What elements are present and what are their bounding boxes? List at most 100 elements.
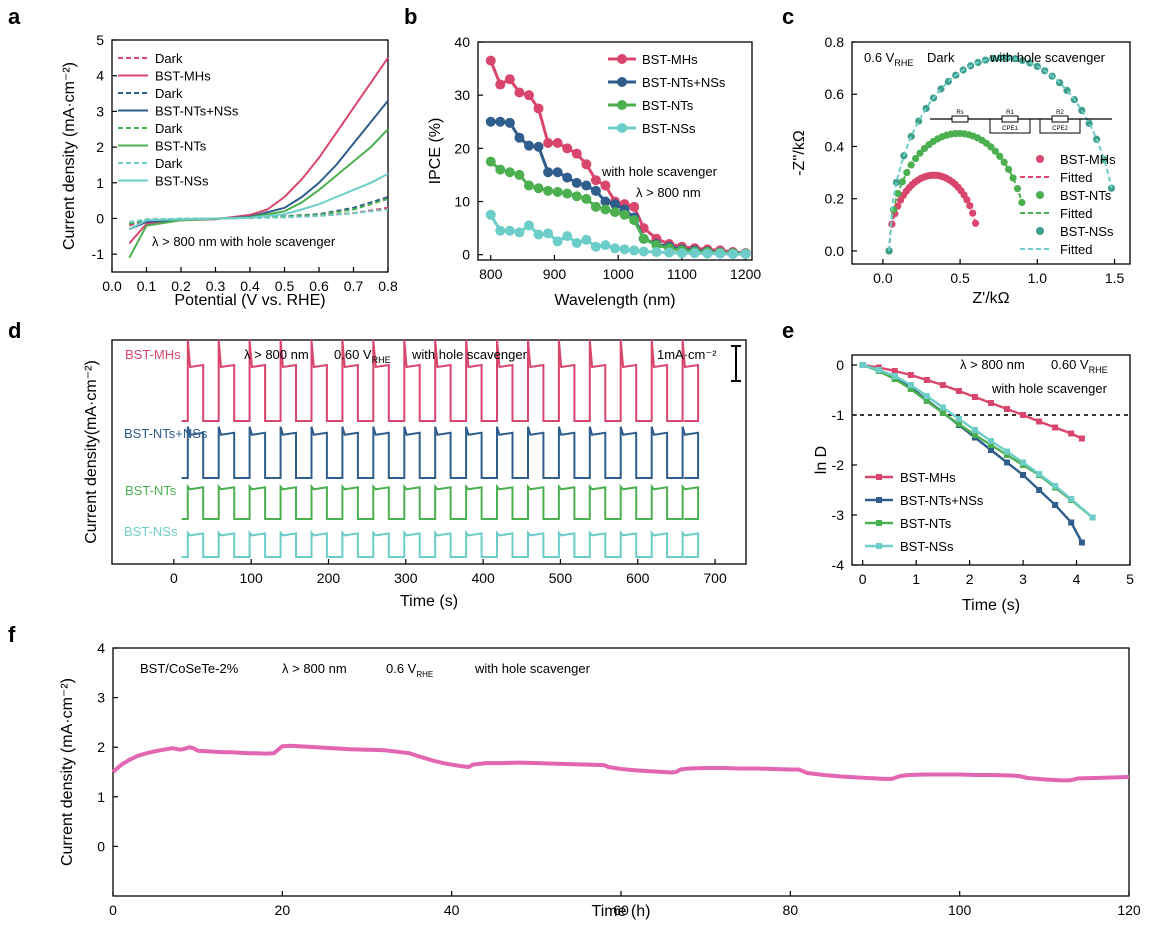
panel-b-ipce: 800 900 1000 1100 1200 0 10 20 30 40 Wavelength (n…	[427, 34, 761, 309]
b-y-axis-title: IPCE (%)	[427, 118, 444, 185]
b-legend-label: BST-NTs	[642, 98, 694, 113]
b-data-point	[664, 247, 675, 258]
b-data-point	[495, 79, 506, 90]
d-x-tick-label: 300	[394, 570, 418, 586]
b-legend-marker	[617, 100, 627, 110]
b-data-point	[543, 228, 554, 239]
e-data-point	[1036, 471, 1043, 477]
e-data-point	[1020, 459, 1027, 466]
b-data-point	[552, 138, 563, 149]
b-data-point	[514, 169, 525, 180]
e-data-point	[988, 442, 994, 448]
a-legend-label: BST-NTs+NSs	[155, 104, 239, 119]
c-plot-frame	[851, 41, 1131, 265]
f-y-tick-label: 3	[97, 690, 105, 706]
b-data-point	[638, 233, 649, 244]
c-annotation-scavenger: with hole scavenger	[989, 50, 1106, 65]
a-y-tick-label: 4	[96, 68, 104, 84]
f-x-axis-title: Time (h)	[592, 903, 651, 920]
e-data-point	[907, 382, 914, 388]
d-series-line	[181, 339, 700, 422]
e-data-point	[939, 410, 946, 416]
e-legend-marker	[876, 520, 882, 526]
b-legend-label: BST-NSs	[642, 121, 696, 136]
b-data-point	[495, 164, 506, 175]
c-annotation-potential: 0.6 VRHE	[864, 50, 913, 68]
c-y-tick-label: 0.0	[825, 243, 845, 259]
b-data-point	[581, 159, 592, 170]
f-annotation-light: λ > 800 nm	[282, 661, 347, 676]
b-data-point	[562, 143, 573, 154]
e-data-point	[955, 421, 962, 427]
d-series-label: BST-NSs	[124, 524, 178, 539]
d-series-line	[181, 483, 700, 520]
b-data-point	[610, 199, 620, 210]
b-data-point	[543, 185, 554, 196]
e-data-point	[1052, 424, 1059, 431]
a-x-tick-label: 0.7	[344, 278, 364, 294]
a-legend-label: Dark	[155, 156, 183, 171]
e-data-point	[891, 373, 898, 379]
d-x-tick-label: 0	[170, 570, 178, 586]
e-x-tick-label: 4	[1073, 571, 1081, 587]
e-data-point	[1004, 459, 1011, 466]
a-x-tick-label: 0.2	[171, 278, 191, 294]
f-x-tick-label: 40	[444, 902, 460, 918]
b-data-point	[523, 180, 534, 191]
d-x-tick-label: 100	[239, 570, 263, 586]
b-data-point	[581, 234, 592, 245]
b-data-point	[485, 55, 496, 66]
e-data-point	[923, 398, 930, 404]
b-data-point	[504, 117, 515, 128]
a-x-tick-label: 0.3	[206, 278, 226, 294]
c-circuit-label: CPE1	[1002, 126, 1018, 132]
b-data-point	[638, 246, 649, 257]
c-y-tick-label: 0.2	[825, 191, 845, 207]
d-annotation-light: λ > 800 nm	[244, 347, 309, 362]
b-data-point	[581, 180, 592, 191]
e-y-tick-label: -2	[832, 457, 845, 473]
b-data-point	[629, 201, 640, 212]
f-y-tick-label: 2	[97, 739, 105, 755]
a-y-tick-label: 3	[96, 103, 104, 119]
e-data-point	[1020, 472, 1027, 478]
b-data-point	[552, 236, 563, 247]
b-data-point	[590, 175, 601, 186]
e-plot-frame	[851, 354, 1131, 566]
b-x-tick-label: 800	[479, 266, 503, 282]
c-fitted-line	[888, 132, 1023, 251]
d-series-label: BST-NTs	[125, 483, 177, 498]
d-series-label: BST-NTs+NSs	[124, 426, 208, 441]
b-data-point	[504, 167, 515, 178]
f-series-line	[111, 743, 1130, 783]
e-data-point	[988, 447, 994, 453]
a-annotation: λ > 800 nm with hole scavenger	[152, 234, 336, 249]
d-y-axis-title: Current density(mA·cm⁻²)	[83, 360, 100, 544]
panel-a-iv-curves: 0.0 0.1 0.2 0.3 0.4 0.5 0.6 0.7 0.8 -1 0 1 2 3 4 5 Poten…	[61, 32, 398, 309]
panel-e-transient-decay: 0 1 2 3 4 5 0 -1 -2 -3 -4 Time (s) ln D BST-MHs BST-NT…	[813, 354, 1134, 614]
c-y-axis-title: -Z''/kΩ	[791, 130, 808, 176]
b-data-point	[571, 237, 582, 248]
b-legend-label: BST-NTs+NSs	[642, 75, 726, 90]
b-data-point	[562, 188, 573, 199]
f-plot-frame	[112, 647, 1130, 897]
e-y-axis-title: ln D	[813, 446, 830, 474]
a-legend-label: Dark	[155, 86, 183, 101]
e-data-point	[1089, 514, 1096, 521]
d-annotation-subscript: RHE	[372, 355, 391, 365]
e-legend-marker	[876, 543, 882, 549]
a-legend-label: BST-NTs	[155, 139, 207, 154]
a-x-tick-label: 0.1	[137, 278, 157, 294]
b-data-point	[651, 240, 662, 251]
f-y-tick-label: 4	[97, 640, 105, 656]
e-data-point	[988, 400, 994, 406]
b-data-point	[600, 240, 611, 251]
c-circuit-resistor	[951, 115, 969, 123]
b-data-point	[590, 201, 601, 212]
b-data-point	[619, 209, 630, 220]
b-data-point	[533, 229, 544, 240]
b-annotation-scavenger: with hole scavenger	[601, 164, 718, 179]
e-data-point	[1004, 452, 1011, 458]
a-x-tick-label: 0.8	[378, 278, 398, 294]
a-series-line	[128, 172, 389, 231]
